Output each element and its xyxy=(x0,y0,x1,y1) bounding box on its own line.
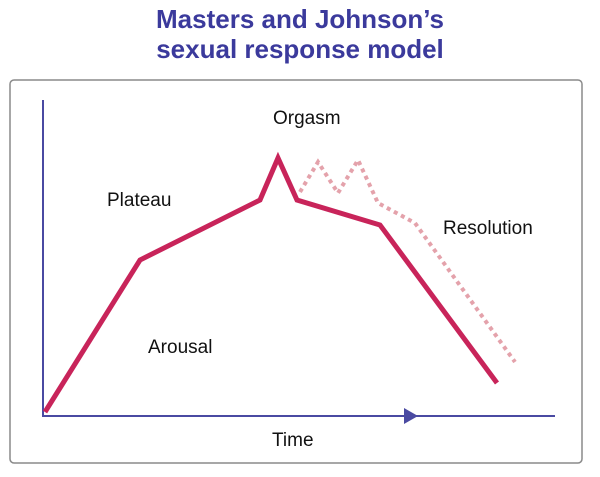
resolution-label: Resolution xyxy=(443,218,533,239)
variant-curve xyxy=(298,155,517,364)
axis-arrow xyxy=(404,408,418,424)
x-axis-label: Time xyxy=(272,430,314,451)
arousal-label: Arousal xyxy=(148,337,212,358)
plateau-label: Plateau xyxy=(107,190,171,211)
orgasm-label: Orgasm xyxy=(273,108,341,129)
frame xyxy=(9,79,583,464)
title-line: Masters and Johnson’s xyxy=(156,4,444,34)
response-curve xyxy=(42,151,500,414)
title-line: sexual response model xyxy=(156,34,444,64)
